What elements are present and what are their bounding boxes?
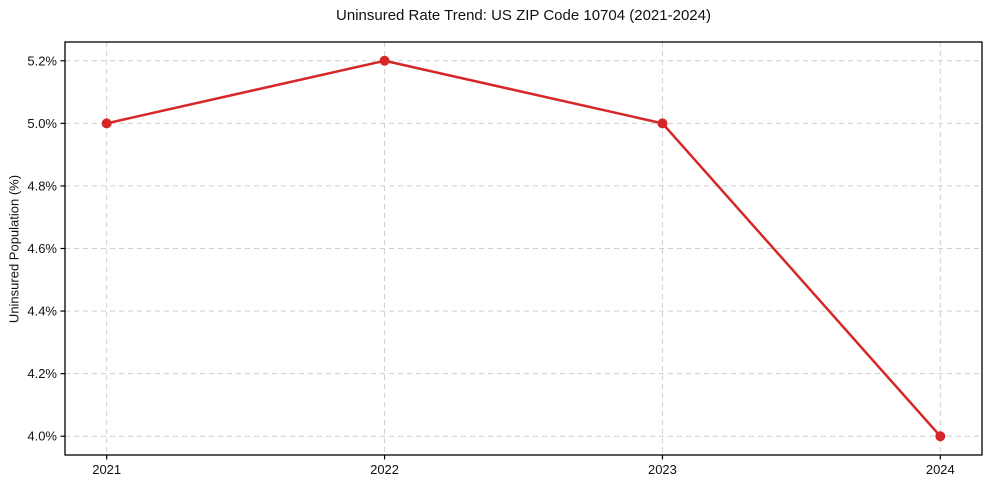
data-point-marker [379,55,390,66]
x-tick-label: 2022 [370,462,399,477]
y-tick-label: 4.8% [27,178,57,193]
data-point-marker [657,118,668,129]
x-tick-label: 2023 [648,462,677,477]
y-tick-label: 4.0% [27,429,57,444]
x-tick-label: 2024 [926,462,955,477]
chart-title: Uninsured Rate Trend: US ZIP Code 10704 … [336,7,711,24]
x-tick-label: 2021 [92,462,121,477]
y-tick-label: 5.2% [27,53,57,68]
data-point-marker [935,431,946,442]
y-tick-label: 4.6% [27,241,57,256]
trend-line [105,59,942,438]
y-tick-label: 4.2% [27,366,57,381]
y-tick-label: 5.0% [27,116,57,131]
data-point-marker [101,118,112,129]
y-tick-label: 4.4% [27,304,57,319]
